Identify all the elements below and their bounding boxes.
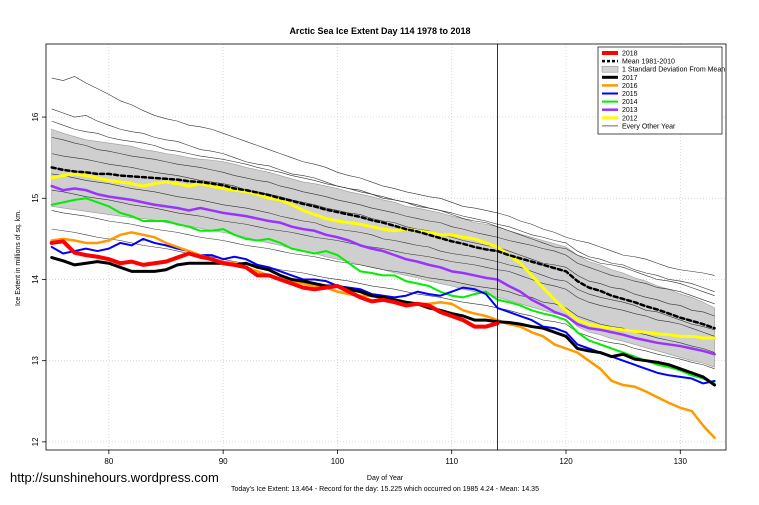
- legend-swatch: [601, 65, 619, 73]
- x-tick-label: 90: [219, 457, 228, 466]
- plot-frame: [45, 43, 727, 451]
- site-watermark: http://sunshinehours.wordpress.com: [10, 470, 219, 485]
- other-year-line: [51, 137, 715, 305]
- legend-label: 2015: [622, 91, 638, 98]
- x-tick-label: 130: [674, 457, 688, 466]
- series-line-2013: [50, 184, 716, 356]
- y-tick-label: 14: [31, 274, 40, 283]
- other-year-line: [51, 210, 715, 353]
- x-tick-label: 110: [445, 457, 458, 466]
- legend-label: 2013: [622, 107, 638, 114]
- std-band-area: [51, 128, 715, 368]
- highlighted-year-lines: [49, 166, 717, 440]
- legend-box: [597, 46, 723, 135]
- y-tick-label: 13: [31, 356, 40, 365]
- x-axis-label: Day of Year: [367, 475, 404, 482]
- other-year-line: [51, 228, 715, 370]
- series-line-2017: [50, 256, 717, 387]
- legend-label: Mean 1981-2010: [622, 59, 675, 66]
- series-line-2018: [49, 239, 500, 329]
- y-tick-label: 12: [31, 437, 40, 446]
- y-tick-label: 16: [31, 112, 40, 121]
- x-tick-label: 80: [104, 457, 113, 466]
- legend-label: 2017: [622, 75, 638, 82]
- other-year-line: [51, 173, 715, 331]
- axes: 80 90 100 110 120 130 12 13 14 15 16: [31, 112, 688, 466]
- std-deviation-band: [51, 128, 715, 368]
- series-line-2014: [50, 197, 716, 385]
- chart-title: Arctic Sea Ice Extent Day 114 1978 to 20…: [289, 26, 470, 36]
- legend-label: 1 Standard Deviation From Mean: [622, 67, 725, 74]
- legend-label: Every Other Year: [622, 123, 676, 130]
- grid-lines: [46, 44, 726, 450]
- series-line-mean-1981-2010: [50, 166, 716, 330]
- series-line-2012: [50, 172, 717, 340]
- legend-label: 2018: [622, 51, 638, 58]
- legend-label: 2014: [622, 99, 638, 106]
- other-year-line: [51, 153, 715, 317]
- every-other-year-lines: [51, 76, 715, 370]
- other-year-line: [51, 76, 715, 276]
- x-tick-label: 120: [559, 457, 573, 466]
- legend-label: 2012: [622, 115, 638, 122]
- y-axis-label: Ice Extent in millions of sq. km.: [15, 210, 22, 306]
- other-year-line: [51, 189, 715, 337]
- legend-label: 2016: [622, 83, 638, 90]
- other-year-line: [51, 120, 715, 292]
- x-tick-label: 100: [331, 457, 345, 466]
- y-tick-label: 15: [31, 193, 40, 202]
- other-year-line: [51, 108, 715, 297]
- footer-stats: Today's Ice Extent: 13.464 - Record for …: [231, 486, 539, 493]
